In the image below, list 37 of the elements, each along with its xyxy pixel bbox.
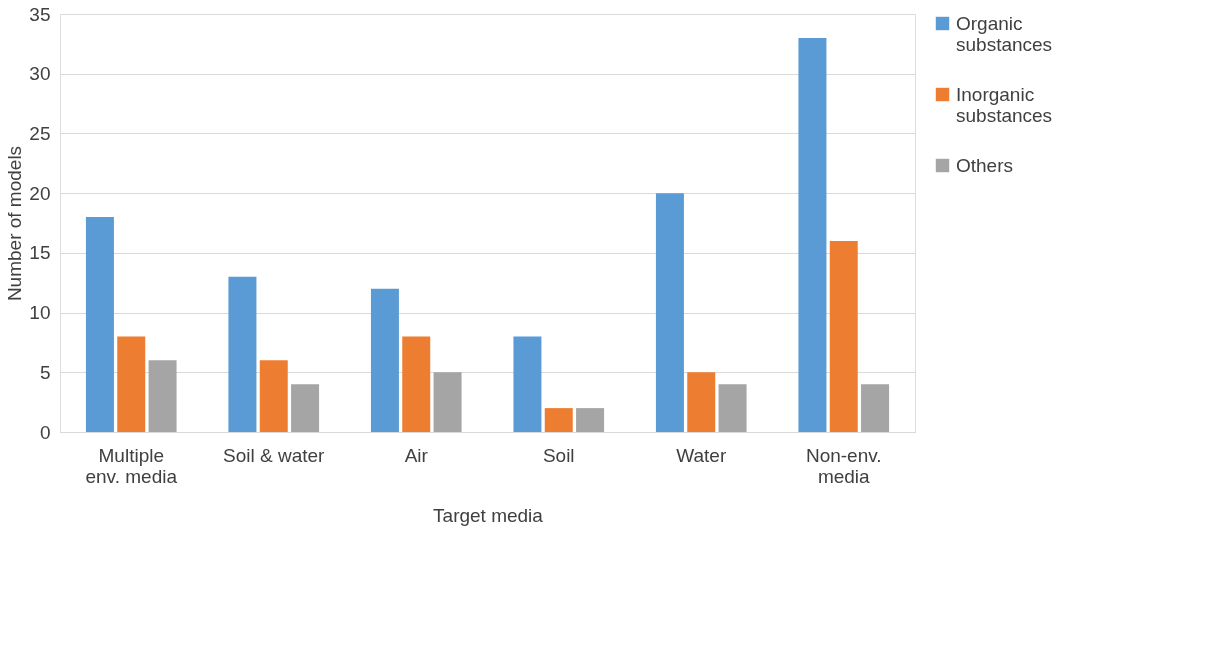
y-tick-label: 5 [39, 361, 51, 383]
x-tick-label: Air [404, 444, 429, 466]
legend-label: Inorganic substances [956, 83, 1053, 126]
bar [259, 360, 288, 432]
x-tick-label: Water [676, 444, 727, 466]
y-tick-label: 10 [29, 302, 51, 324]
y-tick-label: 20 [29, 182, 51, 204]
y-tick-label: 25 [29, 122, 51, 144]
bar [655, 193, 684, 432]
bar [370, 288, 399, 432]
bar [433, 372, 462, 432]
y-tick-label: 30 [29, 63, 51, 85]
legend-label: Others [956, 154, 1014, 176]
bar [718, 384, 747, 432]
y-tick-label: 0 [39, 421, 51, 443]
x-tick-label: Soil & water [223, 444, 326, 466]
y-tick-label: 15 [29, 242, 51, 264]
bar [117, 336, 146, 432]
bar [402, 336, 431, 432]
bar [576, 408, 605, 432]
bar [85, 217, 114, 432]
bar [291, 384, 320, 432]
bar [148, 360, 177, 432]
x-tick-label: Non-env. media [805, 444, 882, 487]
bar [513, 336, 542, 432]
bar [544, 408, 573, 432]
bar [861, 384, 890, 432]
x-axis-title: Target media [433, 504, 544, 526]
legend-label: Organic substances [956, 12, 1053, 55]
y-axis-title: Number of models [4, 145, 26, 302]
bar [687, 372, 716, 432]
bar [798, 37, 827, 432]
x-tick-label: Soil [542, 444, 575, 466]
x-tick-label: Multiple env. media [85, 444, 178, 487]
bar [829, 240, 858, 432]
bar [228, 276, 257, 432]
y-tick-label: 35 [29, 3, 51, 25]
